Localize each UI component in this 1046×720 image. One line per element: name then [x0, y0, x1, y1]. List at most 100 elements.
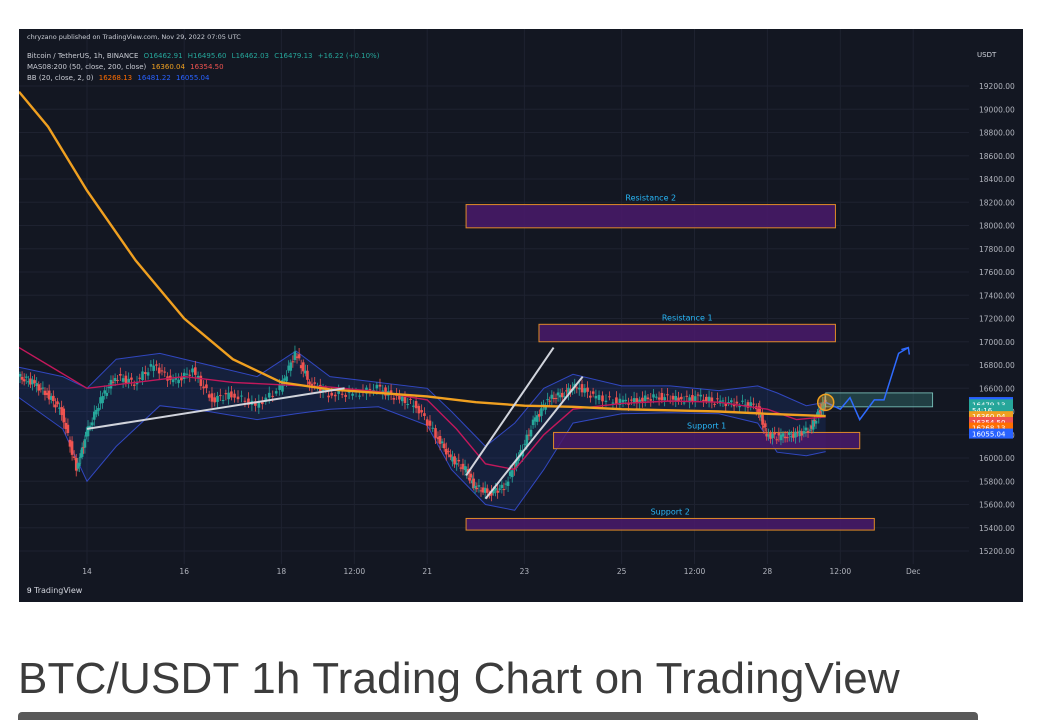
candle-body [741, 400, 744, 402]
bollinger-upper-line [19, 350, 826, 448]
candle-body [641, 397, 644, 402]
candle-body [779, 434, 783, 441]
candle-body [97, 408, 100, 411]
candle-body [802, 431, 806, 434]
candle-body [560, 392, 564, 398]
candle-body [113, 378, 117, 382]
candle-body [611, 402, 615, 404]
candle-body [230, 391, 233, 398]
candle-body [710, 397, 714, 403]
candle-body [565, 390, 568, 392]
candle-body [813, 419, 816, 421]
candle-body [400, 396, 404, 402]
tradingview-logo[interactable]: 𝟗︎ TradingView [27, 586, 82, 596]
candle-body [724, 402, 728, 407]
candle-body [699, 394, 703, 397]
candle-body [20, 376, 24, 380]
candle-body [556, 392, 560, 396]
candle-body [146, 372, 150, 376]
candle-body [440, 441, 444, 444]
candle-body [604, 400, 608, 402]
candle-body [221, 400, 225, 402]
bb-legend[interactable]: BB (20, close, 2, 0) 16268.13 16481.22 1… [27, 74, 212, 82]
chart-panel[interactable]: Resistance 2 Resistance 1 Support 1 Support… [19, 29, 1023, 602]
ma50-line [19, 346, 826, 471]
candle-body [453, 456, 456, 465]
candle-body [127, 378, 130, 384]
candle-body [216, 395, 219, 402]
candle-body [765, 433, 769, 437]
ma-legend[interactable]: MAS08:200 (50, close, 200, close) 16360.… [27, 63, 227, 71]
x-tick-label: 14 [82, 567, 92, 576]
candle-body [635, 398, 639, 404]
symbol-name[interactable]: Bitcoin / TetherUS, 1h, BINANCE [27, 52, 139, 60]
candle-body [808, 429, 812, 431]
candle-body [575, 387, 579, 389]
candle-body [538, 414, 541, 417]
candle-body [247, 398, 250, 405]
candle-body [35, 383, 38, 386]
candle-body [544, 406, 547, 410]
candle-body [119, 374, 122, 376]
candle-body [86, 426, 90, 437]
candle-body [85, 431, 88, 437]
candle-body [663, 397, 666, 401]
candle-body [436, 437, 440, 440]
candle-body [540, 408, 543, 416]
x-tick-label: 12:00 [829, 567, 851, 576]
candle-body [358, 395, 361, 397]
y-tick-label: 19000.00 [979, 105, 1015, 114]
candle-body [529, 429, 533, 437]
zone-label-3: Support 1 [687, 421, 726, 430]
candle-body [202, 386, 205, 389]
candle-body [577, 387, 581, 390]
candle-body [485, 488, 489, 493]
candle-body [761, 414, 764, 425]
zone-box-1 [465, 204, 836, 229]
candle-body [477, 485, 481, 487]
candle-body [735, 401, 739, 404]
candle-body [624, 399, 628, 402]
candle-body [267, 392, 271, 398]
candle-body [425, 419, 429, 426]
bb-basis-value: 16268.13 [98, 74, 133, 82]
price-tag-box [969, 428, 1013, 439]
candle-body [210, 393, 214, 402]
price-tag-box [969, 416, 1013, 427]
candle-body [618, 398, 622, 406]
candle-body [796, 432, 799, 434]
candle-body [236, 396, 240, 400]
candle-body [504, 483, 508, 485]
candle-body [767, 434, 770, 437]
candle-body [177, 379, 180, 384]
ohlc-close: C16479.13 [274, 52, 313, 60]
candle-body [510, 470, 514, 478]
candle-body [45, 392, 49, 396]
candle-body [121, 378, 125, 382]
candle-body [301, 362, 305, 372]
candle-body [481, 487, 485, 493]
y-tick-label: 18200.00 [979, 198, 1015, 207]
y-tick-label: 18000.00 [979, 222, 1015, 231]
candle-body [444, 448, 448, 455]
candle-body [66, 424, 70, 433]
x-tick-label: 23 [520, 567, 530, 576]
candle-body [685, 395, 689, 397]
candle-body [116, 379, 119, 381]
candle-body [160, 370, 164, 372]
price-chart[interactable]: Resistance 2 Resistance 1 Support 1 Support… [19, 29, 1023, 602]
candle-body [70, 441, 74, 455]
candle-body [527, 434, 531, 436]
candle-body [729, 400, 733, 403]
candle-body [638, 399, 641, 403]
candle-body [810, 425, 814, 429]
article-heading: BTC/USDT 1h Trading Chart on TradingView [18, 654, 900, 703]
candle-body [79, 453, 83, 458]
y-tick-label: 18600.00 [979, 152, 1015, 161]
candle-body [384, 387, 387, 396]
candle-body [804, 427, 808, 431]
candle-body [80, 447, 84, 457]
candle-body [821, 402, 824, 405]
x-tick-label: 25 [617, 567, 627, 576]
candle-body [409, 398, 412, 400]
